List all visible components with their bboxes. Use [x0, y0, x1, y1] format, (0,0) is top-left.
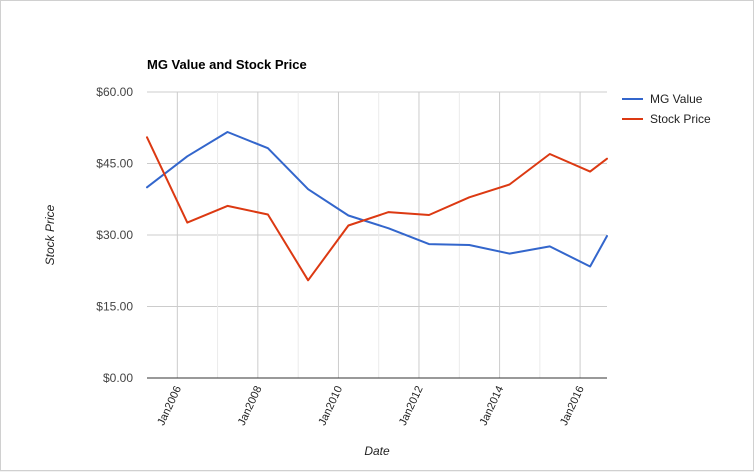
x-tick-label: Jan2008 [236, 384, 265, 427]
x-tick-label: Jan2016 [558, 384, 587, 427]
x-tick-label: Jan2010 [316, 384, 345, 427]
legend-label: Stock Price [650, 112, 711, 126]
x-tick-label: Jan2006 [155, 384, 184, 427]
x-tick-label: Jan2012 [397, 384, 426, 427]
y-axis-label: Stock Price [43, 204, 57, 265]
grid [147, 91, 607, 378]
legend-label: MG Value [650, 92, 703, 106]
x-tick-label: Jan2014 [478, 384, 507, 427]
y-axis-ticks: $0.00 $15.00 $30.00 $45.00 $60.00 [96, 85, 133, 385]
legend: MG Value Stock Price [622, 92, 711, 126]
y-tick-label: $30.00 [96, 228, 133, 242]
x-axis-label: Date [364, 444, 390, 458]
y-tick-label: $0.00 [103, 371, 133, 385]
x-axis-ticks: Jan2006 Jan2008 Jan2010 Jan2012 Jan2014 Jan20… [155, 384, 586, 427]
series-lines [146, 131, 608, 282]
y-tick-label: $45.00 [96, 157, 133, 171]
y-tick-label: $60.00 [96, 85, 133, 99]
series-line-mg-value [146, 131, 608, 268]
series-line-stock-price [146, 136, 608, 282]
chart-title: MG Value and Stock Price [147, 57, 307, 72]
y-tick-label: $15.00 [96, 300, 133, 314]
